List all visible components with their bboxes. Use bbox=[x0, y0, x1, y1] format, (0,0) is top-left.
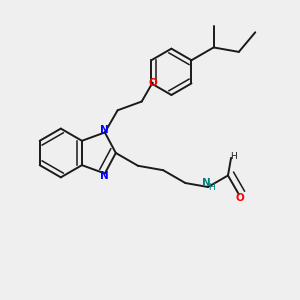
Text: H: H bbox=[230, 152, 237, 161]
Text: N: N bbox=[100, 125, 109, 135]
Text: N: N bbox=[202, 178, 211, 188]
Text: H: H bbox=[208, 183, 215, 192]
Text: N: N bbox=[100, 171, 109, 181]
Text: O: O bbox=[148, 78, 157, 88]
Text: O: O bbox=[236, 193, 244, 203]
